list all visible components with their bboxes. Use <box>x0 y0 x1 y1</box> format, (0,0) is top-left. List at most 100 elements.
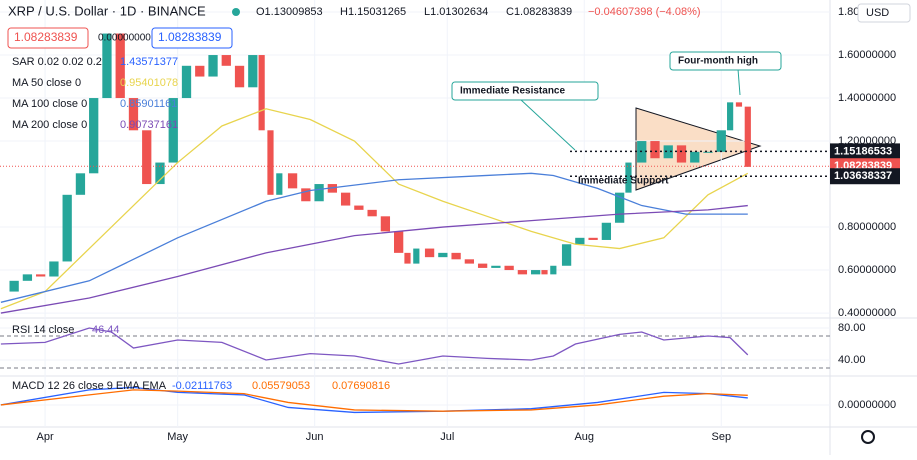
candle <box>663 145 673 159</box>
ohlc-high: H1.15031265 <box>340 6 406 18</box>
candle <box>267 130 274 195</box>
x-tick-label: Apr <box>37 431 54 443</box>
candle <box>413 248 420 264</box>
candle <box>221 55 231 66</box>
candle <box>9 280 19 292</box>
indicator-value: 0.07690816 <box>332 380 390 392</box>
candle <box>394 231 404 253</box>
candle <box>464 259 475 264</box>
candle <box>22 274 33 281</box>
price-label: 1.15186533 <box>834 145 892 157</box>
y-tick-label: 1.60000000 <box>838 49 896 61</box>
candle <box>168 98 178 163</box>
settings-icon[interactable] <box>861 430 875 444</box>
candle <box>504 265 514 271</box>
legend-value: 1.43571377 <box>120 56 178 68</box>
indicator-value: 46.44 <box>92 324 120 336</box>
candle <box>128 98 139 131</box>
indicator-line <box>0 386 748 414</box>
price-label: 1.03638337 <box>834 170 892 182</box>
header: XRP / U.S. Dollar · 1D · BINANCE O1.1300… <box>7 3 911 444</box>
candle <box>690 151 700 163</box>
sell-button[interactable] <box>7 27 89 49</box>
buy-button[interactable] <box>151 27 233 49</box>
candle <box>354 205 364 210</box>
candle <box>531 270 541 275</box>
candle <box>676 145 687 163</box>
callout-box <box>669 51 782 71</box>
candle <box>625 162 632 193</box>
candle <box>195 65 205 77</box>
annotation: Immediate Support <box>578 176 669 187</box>
x-tick-label: Jul <box>440 431 454 443</box>
moving-average <box>0 172 748 303</box>
buy-price[interactable]: 1.08283839 <box>158 30 222 44</box>
candle <box>287 173 298 189</box>
candle <box>541 270 548 275</box>
candle <box>477 263 488 268</box>
moving-average <box>0 108 749 310</box>
y-tick-label: 0.40000000 <box>838 307 896 319</box>
change: −0.04607398 (−4.08%) <box>588 6 701 18</box>
candle <box>234 65 245 88</box>
candle <box>614 192 625 223</box>
legend-value: 0.90737161 <box>120 119 178 131</box>
candle <box>716 130 726 152</box>
legend-name: SAR 0.02 0.02 0.2 <box>12 56 102 68</box>
candle <box>49 261 59 277</box>
x-tick-label: Sep <box>711 431 731 443</box>
candle <box>517 270 528 275</box>
candle <box>650 141 660 159</box>
candle <box>181 65 192 99</box>
y-tick-label: 0.80000000 <box>838 221 896 233</box>
currency[interactable]: USD <box>866 7 889 19</box>
indicator-title: RSI 14 close <box>12 324 74 336</box>
legend-name: MA 100 close 0 <box>12 98 87 110</box>
candle <box>735 102 743 107</box>
spread: 0.00000000 <box>98 33 151 44</box>
candle <box>703 151 713 153</box>
sell-price[interactable]: 1.08283839 <box>14 30 78 44</box>
ohlc-low: L1.01302634 <box>424 6 488 18</box>
x-tick-label: Aug <box>574 431 594 443</box>
indicator-line <box>0 327 749 365</box>
price-label-box <box>830 143 900 160</box>
candle <box>727 102 734 131</box>
candle <box>89 98 99 174</box>
y-tick-label: 80.00 <box>838 322 866 334</box>
annotation: Immediate Resistance <box>460 86 565 97</box>
y-tick-label: 1.40000000 <box>838 92 896 104</box>
candle <box>588 237 598 240</box>
candle <box>301 188 311 202</box>
legend-value: 0.95401078 <box>120 77 178 89</box>
indicator-value: -0.02111763 <box>172 380 232 392</box>
candle <box>424 248 435 258</box>
legend-value: 0.85901161 <box>120 98 177 110</box>
candle <box>314 184 324 202</box>
candle <box>744 106 751 167</box>
candle <box>276 173 283 195</box>
candle <box>561 244 572 266</box>
currency-select[interactable] <box>857 3 911 23</box>
y-tick-label: 0.60000000 <box>838 264 896 276</box>
candle <box>75 173 86 195</box>
legend-name: MA 50 close 0 <box>12 77 81 89</box>
candle <box>208 55 218 77</box>
candle <box>438 252 448 258</box>
candle <box>367 209 377 217</box>
callout-box <box>451 81 599 101</box>
candle <box>340 192 351 206</box>
candle <box>601 222 612 240</box>
status-dot <box>232 8 240 16</box>
moving-average <box>0 204 748 314</box>
candle <box>575 237 585 245</box>
ohlc-close: C1.08283839 <box>506 6 572 18</box>
candle <box>380 216 391 232</box>
candle <box>36 274 46 277</box>
x-tick-label: Jun <box>306 431 324 443</box>
legend-name: MA 200 close 0 <box>12 119 87 131</box>
candle <box>451 252 461 260</box>
candle <box>115 33 125 99</box>
y-tick-label: 0.00000000 <box>838 399 896 411</box>
